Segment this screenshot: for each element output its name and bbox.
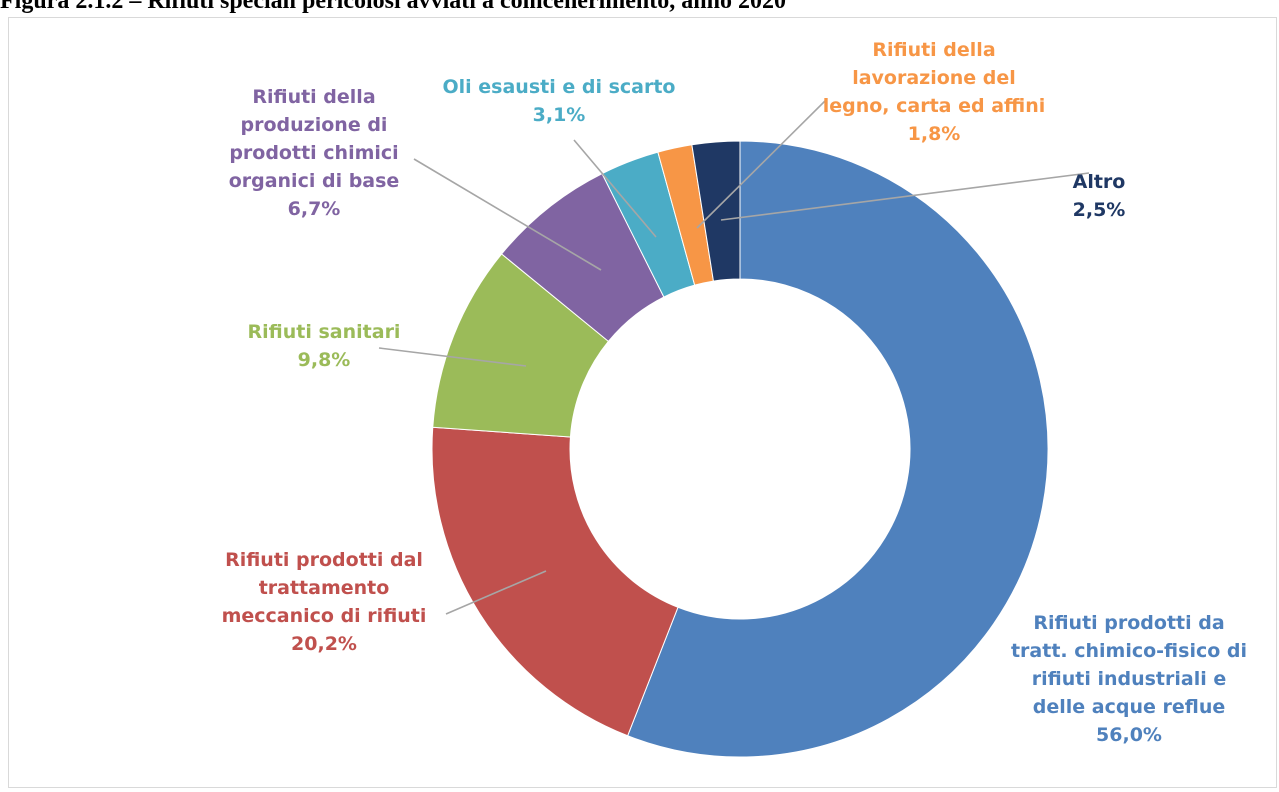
pie-slice [691, 140, 741, 282]
data-label: Rifiuti prodotti da tratt. chimico-fisic… [984, 609, 1274, 749]
leader-line [378, 347, 527, 367]
slice-label: Rifiuti della lavorazione del legno, car… [822, 39, 1046, 117]
leader-line [573, 139, 657, 238]
pie-slice [626, 140, 1049, 758]
figure-title: Figura 2.1.2 – Rifiuti speciali pericolo… [0, 0, 786, 14]
data-label: Rifiuti della produzione di prodotti chi… [194, 83, 434, 223]
slice-label: Oli esausti e di scarto [442, 76, 676, 98]
slice-value-label: 20,2% [291, 633, 357, 655]
slice-label: Altro [1072, 171, 1126, 193]
slice-label: Rifiuti prodotti dal trattamento meccani… [221, 549, 427, 627]
data-label: Rifiuti sanitari 9,8% [204, 318, 444, 374]
slice-value-label: 56,0% [1096, 724, 1162, 746]
leader-line [696, 98, 828, 229]
slice-label: Rifiuti della produzione di prodotti chi… [228, 86, 400, 192]
leader-line [445, 570, 547, 615]
pie-slice [431, 426, 679, 737]
slice-value-label: 1,8% [907, 123, 961, 145]
data-label: Oli esausti e di scarto 3,1% [409, 73, 709, 129]
slice-label: Rifiuti sanitari [247, 321, 401, 343]
data-label: Rifiuti della lavorazione del legno, car… [799, 36, 1069, 148]
data-label: Rifiuti prodotti dal trattamento meccani… [184, 546, 464, 658]
slice-value-label: 6,7% [287, 198, 341, 220]
chart-area: Rifiuti prodotti da tratt. chimico-fisic… [8, 17, 1277, 788]
leader-line [720, 172, 1090, 221]
slice-value-label: 9,8% [297, 349, 351, 371]
leader-line [413, 158, 602, 271]
slice-value-label: 3,1% [532, 104, 586, 126]
donut-chart [378, 98, 1090, 758]
slice-value-label: 2,5% [1072, 199, 1126, 221]
slice-label: Rifiuti prodotti da tratt. chimico-fisic… [1010, 612, 1248, 718]
data-label: Altro 2,5% [1049, 168, 1149, 224]
